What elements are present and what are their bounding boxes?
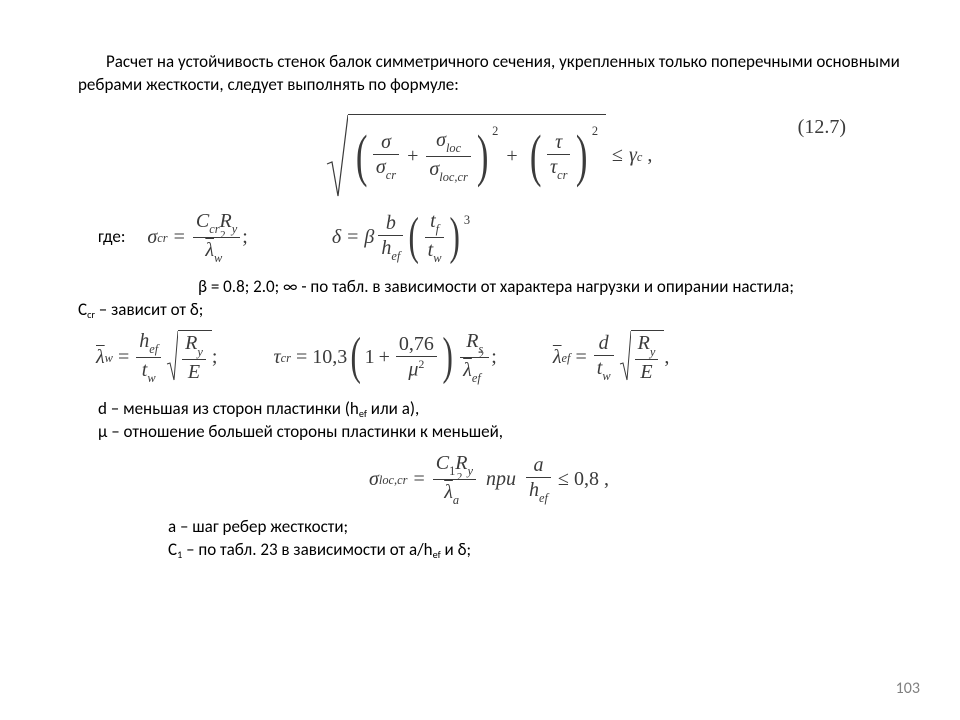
c1-line: C1 – по табл. 23 в зависимости от a/hef … [168, 539, 900, 562]
page-number: 103 [896, 678, 920, 700]
lambda-ef-def: λef= dtw RyE , [553, 330, 669, 384]
sigma-cr-def: σcr= CcrRy λw2 ; [147, 210, 247, 264]
where-row: где: σcr= CcrRy λw2 ; δ=β bhef ( tftw ) … [98, 210, 900, 264]
content: Расчет на устойчивость стенок балок симм… [0, 0, 960, 562]
lambda-w-def: λw= heftw RyE ; [96, 330, 217, 384]
mu-line: μ – отношение большей стороны пластинки … [98, 421, 900, 444]
d-line: d – меньшая из сторон пластинки (hef или… [98, 398, 900, 421]
beta-line: β = 0.8; 2.0; ∞ - по табл. в зависимости… [198, 276, 900, 299]
row-lambda-tau: λw= heftw RyE ; τcr=10,3 ( 1+ 0,76μ2 ) R… [96, 330, 900, 384]
sigma-loc-cr: σloc,cr= C1Ry λa2 npu ahef ≤0,8 , [78, 452, 900, 506]
page: Расчет на устойчивость стенок балок симм… [0, 0, 960, 720]
a-line: a – шаг ребер жесткости; [168, 516, 900, 539]
ccr-line: Ccr – зависит от δ; [78, 299, 900, 322]
intro-text: Расчет на устойчивость стенок балок симм… [78, 51, 900, 97]
tau-cr-def: τcr=10,3 ( 1+ 0,76μ2 ) Rs λef2 ; [273, 330, 496, 384]
formula-12-7-body: ( σσcr + σlocσloc,cr ) 2 + ( ττcr ) 2 ≤ … [326, 114, 653, 198]
equation-number: (12.7) [798, 114, 846, 141]
delta-def: δ=β bhef ( tftw ) 3 [332, 210, 470, 264]
where-label: где: [98, 226, 125, 249]
formula-12-7: ( σσcr + σlocσloc,cr ) 2 + ( ττcr ) 2 ≤ … [78, 114, 900, 198]
